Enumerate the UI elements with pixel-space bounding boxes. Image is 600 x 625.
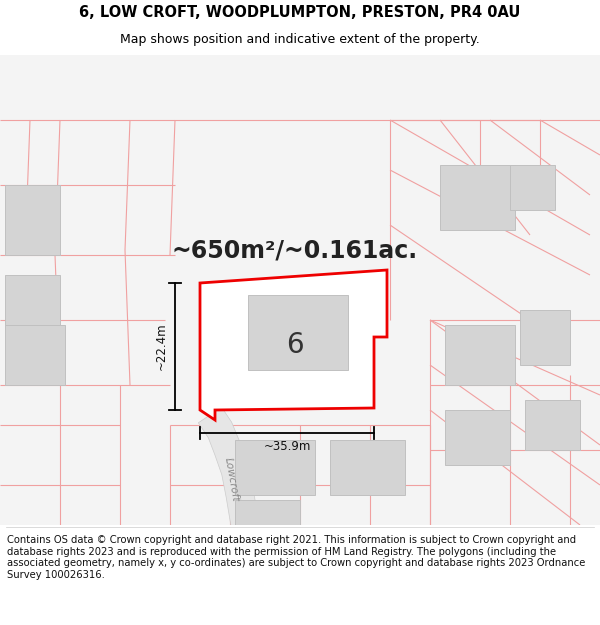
Bar: [440, 165, 515, 230]
Bar: [5, 325, 65, 385]
Text: 6: 6: [286, 331, 304, 359]
Bar: [235, 500, 300, 525]
Bar: [525, 400, 580, 450]
Text: Map shows position and indicative extent of the property.: Map shows position and indicative extent…: [120, 33, 480, 46]
Text: Lowcroft: Lowcroft: [223, 457, 241, 503]
Text: ~22.4m: ~22.4m: [155, 322, 167, 370]
Polygon shape: [200, 270, 387, 420]
Text: ~650m²/~0.161ac.: ~650m²/~0.161ac.: [172, 238, 418, 262]
Bar: [330, 440, 405, 495]
Text: ~35.9m: ~35.9m: [263, 441, 311, 454]
Polygon shape: [199, 408, 259, 528]
Bar: [445, 410, 510, 465]
Bar: [5, 185, 60, 255]
Bar: [235, 440, 315, 495]
Bar: [248, 295, 348, 370]
Bar: [510, 165, 555, 210]
Text: 6, LOW CROFT, WOODPLUMPTON, PRESTON, PR4 0AU: 6, LOW CROFT, WOODPLUMPTON, PRESTON, PR4…: [79, 4, 521, 19]
Bar: [5, 275, 60, 325]
Bar: [445, 325, 515, 385]
Text: Contains OS data © Crown copyright and database right 2021. This information is : Contains OS data © Crown copyright and d…: [7, 535, 586, 580]
Bar: [520, 310, 570, 365]
